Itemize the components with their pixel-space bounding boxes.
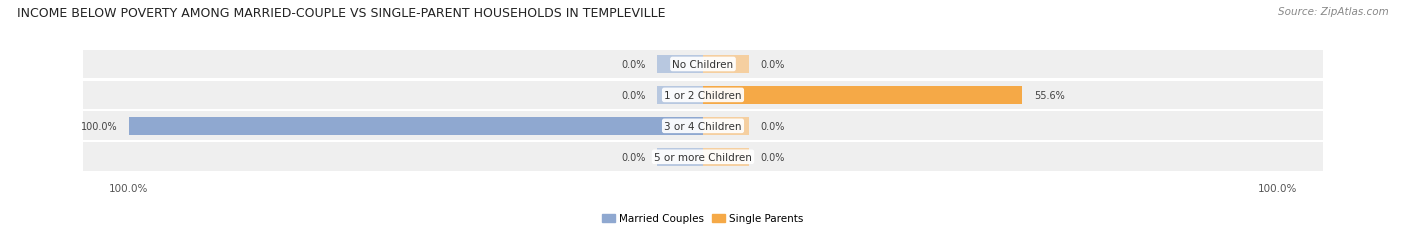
- Text: Source: ZipAtlas.com: Source: ZipAtlas.com: [1278, 7, 1389, 17]
- Bar: [83, 143, 1323, 171]
- Bar: [703, 56, 749, 74]
- Bar: [703, 148, 749, 166]
- Text: INCOME BELOW POVERTY AMONG MARRIED-COUPLE VS SINGLE-PARENT HOUSEHOLDS IN TEMPLEV: INCOME BELOW POVERTY AMONG MARRIED-COUPL…: [17, 7, 665, 20]
- Bar: [703, 117, 749, 135]
- Bar: [657, 148, 703, 166]
- Legend: Married Couples, Single Parents: Married Couples, Single Parents: [599, 210, 807, 228]
- Text: 0.0%: 0.0%: [761, 60, 785, 70]
- Bar: [83, 50, 1323, 79]
- Bar: [657, 87, 703, 104]
- Text: 0.0%: 0.0%: [621, 91, 645, 100]
- Text: 0.0%: 0.0%: [761, 152, 785, 162]
- Text: 1 or 2 Children: 1 or 2 Children: [664, 91, 742, 100]
- Text: 100.0%: 100.0%: [80, 121, 117, 131]
- Text: 0.0%: 0.0%: [761, 121, 785, 131]
- Text: 0.0%: 0.0%: [621, 152, 645, 162]
- Bar: [129, 117, 703, 135]
- Text: 3 or 4 Children: 3 or 4 Children: [664, 121, 742, 131]
- Bar: [657, 56, 703, 74]
- Bar: [83, 81, 1323, 110]
- Text: 0.0%: 0.0%: [621, 60, 645, 70]
- Text: 55.6%: 55.6%: [1033, 91, 1064, 100]
- Text: 5 or more Children: 5 or more Children: [654, 152, 752, 162]
- Bar: [703, 87, 1022, 104]
- Text: No Children: No Children: [672, 60, 734, 70]
- Bar: [83, 112, 1323, 141]
